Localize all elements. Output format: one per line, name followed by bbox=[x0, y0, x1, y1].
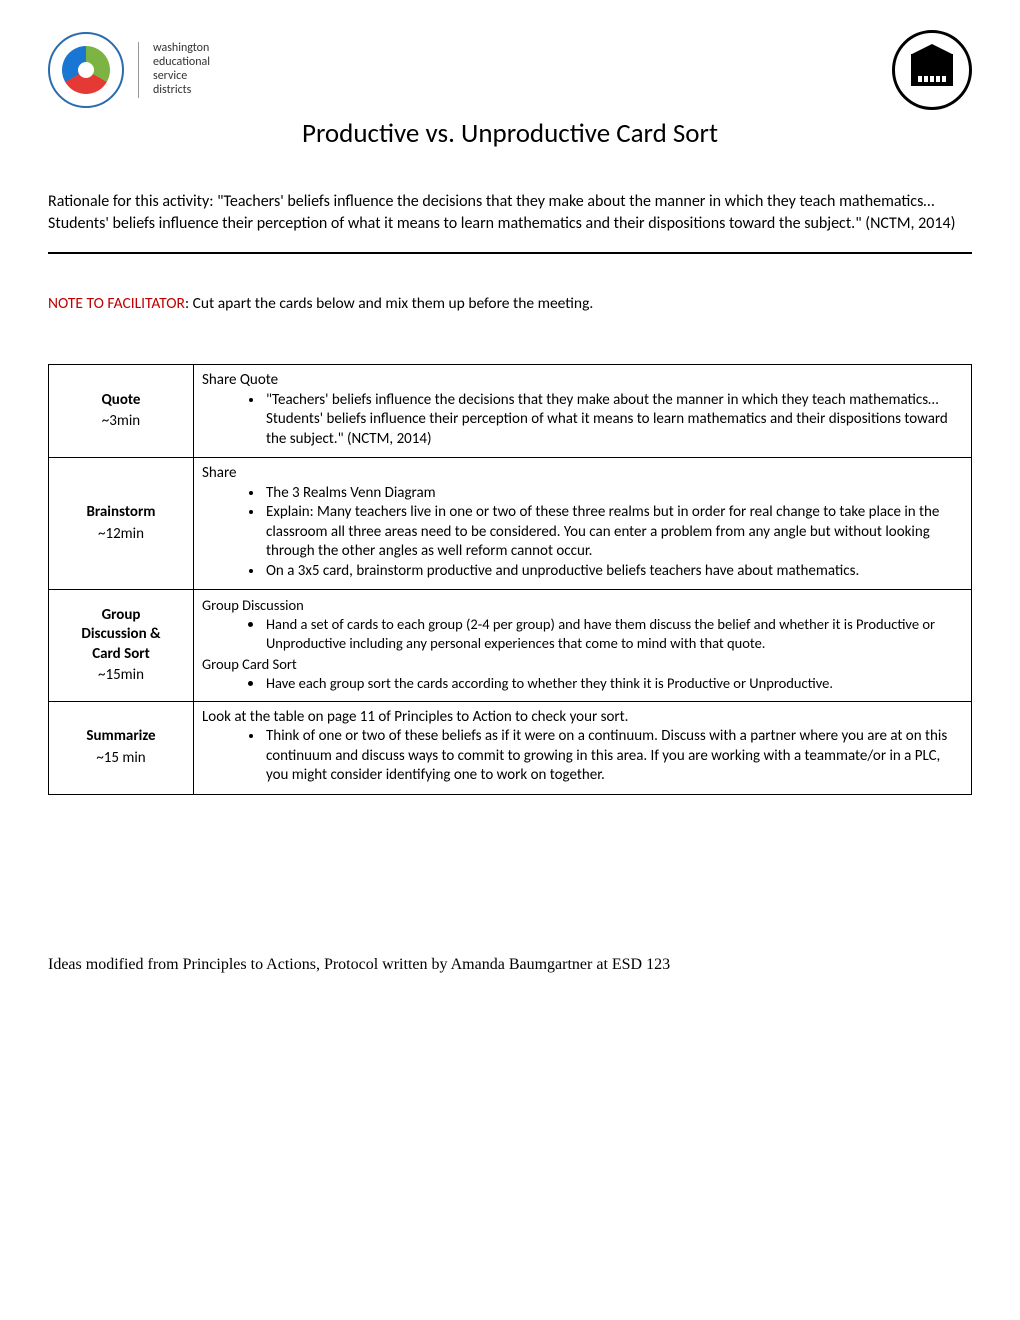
wesd-line1: washington bbox=[153, 42, 210, 56]
activity-label-cell: GroupDiscussion &Card Sort~15min bbox=[49, 590, 194, 701]
left-logo-group: washington educational service districts bbox=[48, 32, 210, 108]
activity-time: ~15 min bbox=[53, 749, 189, 769]
activity-content-cell: Look at the table on page 11 of Principl… bbox=[194, 701, 972, 794]
math-literacy-logo bbox=[48, 32, 124, 108]
section-list: Think of one or two of these beliefs as … bbox=[202, 727, 963, 786]
list-item: Explain: Many teachers live in one or tw… bbox=[264, 503, 963, 562]
table-row: Summarize~15 min Look at the table on pag… bbox=[49, 701, 972, 794]
activity-table: Quote~3minShare Quote"Teachers' beliefs … bbox=[48, 364, 972, 794]
wesd-line3: service bbox=[153, 70, 210, 84]
rationale-text: Rationale for this activity: "Teachers' … bbox=[48, 191, 972, 234]
table-row: GroupDiscussion &Card Sort~15minGroup Di… bbox=[49, 590, 972, 701]
activity-label: Brainstorm bbox=[53, 503, 189, 523]
section-list: The 3 Realms Venn DiagramExplain: Many t… bbox=[202, 484, 963, 582]
activity-label-cell: Brainstorm~12min bbox=[49, 458, 194, 590]
section-heading: Look at the table on page 11 of Principl… bbox=[202, 708, 963, 728]
header: washington educational service districts bbox=[48, 30, 972, 110]
activity-label: Summarize bbox=[53, 727, 189, 747]
list-item: Have each group sort the cards according… bbox=[264, 674, 963, 693]
table-row: Quote~3minShare Quote"Teachers' beliefs … bbox=[49, 365, 972, 458]
section-heading: Share bbox=[202, 464, 963, 484]
table-row: Brainstorm~12minShareThe 3 Realms Venn D… bbox=[49, 458, 972, 590]
activity-time: ~15min bbox=[53, 666, 189, 686]
section-heading: Group Card Sort bbox=[202, 655, 963, 674]
activity-label-cell: Quote~3min bbox=[49, 365, 194, 458]
activity-time: ~3min bbox=[53, 412, 189, 432]
activity-label-cell: Summarize~15 min bbox=[49, 701, 194, 794]
divider bbox=[48, 252, 972, 254]
list-item: "Teachers' beliefs influence the decisio… bbox=[264, 391, 963, 450]
section-heading: Group Discussion bbox=[202, 596, 963, 615]
wesd-line2: educational bbox=[153, 56, 210, 70]
wesd-line4: districts bbox=[153, 84, 210, 98]
wesd-label: washington educational service districts bbox=[153, 42, 210, 97]
list-item: On a 3x5 card, brainstorm productive and… bbox=[264, 562, 963, 582]
logo-divider bbox=[138, 42, 139, 98]
activity-time: ~12min bbox=[53, 525, 189, 545]
note-lead: NOTE TO FACILITATOR bbox=[48, 294, 185, 313]
activity-label: GroupDiscussion &Card Sort bbox=[53, 606, 189, 665]
list-item: The 3 Realms Venn Diagram bbox=[264, 484, 963, 504]
facilitator-note: NOTE TO FACILITATOR: Cut apart the cards… bbox=[48, 294, 972, 314]
activity-content-cell: Share Quote"Teachers' beliefs influence … bbox=[194, 365, 972, 458]
page-title: Productive vs. Unproductive Card Sort bbox=[48, 116, 972, 151]
activity-label: Quote bbox=[53, 391, 189, 411]
section-heading: Share Quote bbox=[202, 371, 963, 391]
section-list: Have each group sort the cards according… bbox=[202, 674, 963, 693]
activity-content-cell: ShareThe 3 Realms Venn DiagramExplain: M… bbox=[194, 458, 972, 590]
list-item: Hand a set of cards to each group (2-4 p… bbox=[264, 615, 963, 653]
section-list: "Teachers' beliefs influence the decisio… bbox=[202, 391, 963, 450]
note-rest: : Cut apart the cards below and mix them… bbox=[185, 294, 593, 313]
section-list: Hand a set of cards to each group (2-4 p… bbox=[202, 615, 963, 653]
state-seal bbox=[892, 30, 972, 110]
activity-content-cell: Group DiscussionHand a set of cards to e… bbox=[194, 590, 972, 701]
list-item: Think of one or two of these beliefs as … bbox=[264, 727, 963, 786]
footer-text: Ideas modified from Principles to Action… bbox=[48, 955, 972, 976]
